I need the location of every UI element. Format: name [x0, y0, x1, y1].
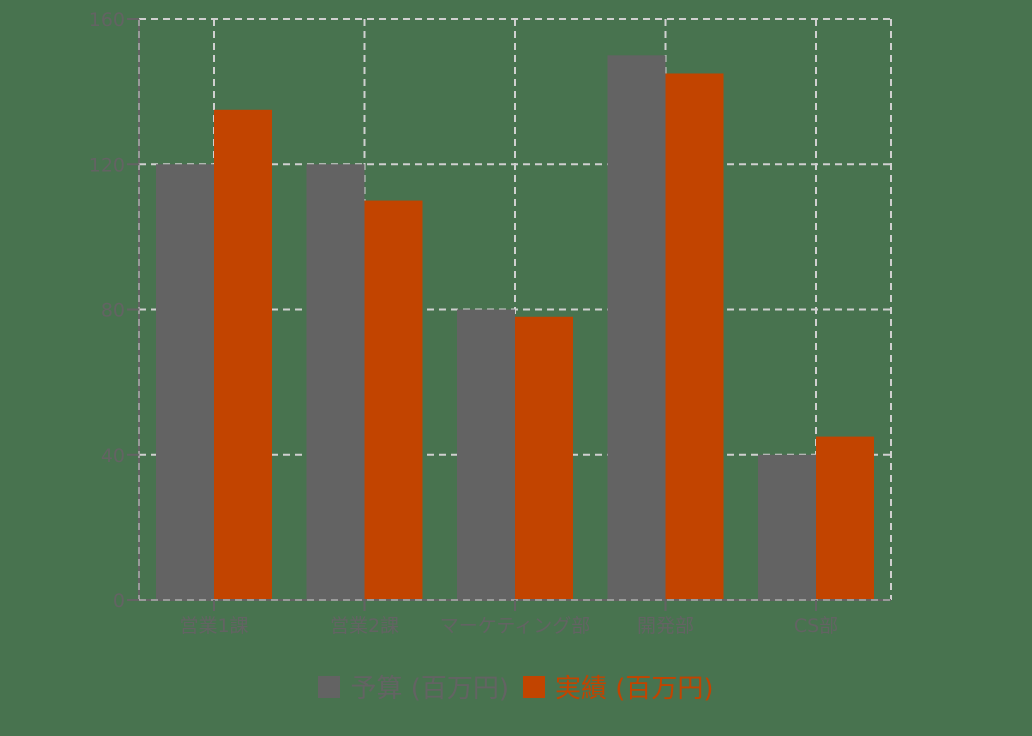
y-tick-label: 40: [101, 445, 125, 467]
bars: [156, 55, 874, 600]
y-tick-label: 80: [101, 300, 125, 322]
bar-actual[interactable]: [816, 436, 874, 600]
legend-swatch-actual: [523, 675, 545, 698]
legend-item-actual[interactable]: 実績 (百万円): [523, 668, 714, 705]
y-tick-label: 120: [89, 154, 125, 176]
x-tick-label: 開発部: [637, 615, 694, 637]
x-tick-label: マーケティング部: [440, 615, 590, 637]
legend-label-actual: 実績 (百万円): [555, 674, 714, 704]
x-tick-label: CS部: [794, 615, 838, 637]
bar-budget[interactable]: [607, 55, 666, 600]
bar-budget[interactable]: [306, 164, 365, 600]
legend-swatch-budget: [318, 675, 341, 698]
y-axis-ticks: 0 40 80 120 160: [89, 9, 139, 612]
legend: 予算 (百万円) 実績 (百万円): [0, 668, 1032, 705]
bar-budget[interactable]: [156, 164, 214, 600]
x-tick-label: 営業1課: [179, 615, 248, 637]
bar-budget[interactable]: [758, 454, 816, 600]
bar-actual[interactable]: [665, 73, 724, 600]
bar-budget[interactable]: [457, 309, 515, 601]
legend-item-budget[interactable]: 予算 (百万円): [318, 668, 509, 705]
x-axis-ticks: 営業1課 営業2課 マーケティング部 開発部 CS部: [179, 600, 838, 637]
legend-label-budget: 予算 (百万円): [350, 674, 509, 704]
y-tick-label: 0: [113, 590, 125, 612]
bar-actual[interactable]: [364, 200, 423, 600]
bar-actual[interactable]: [214, 109, 272, 600]
bar-actual[interactable]: [515, 316, 573, 600]
x-tick-label: 営業2課: [330, 615, 399, 637]
y-tick-label: 160: [89, 9, 125, 31]
